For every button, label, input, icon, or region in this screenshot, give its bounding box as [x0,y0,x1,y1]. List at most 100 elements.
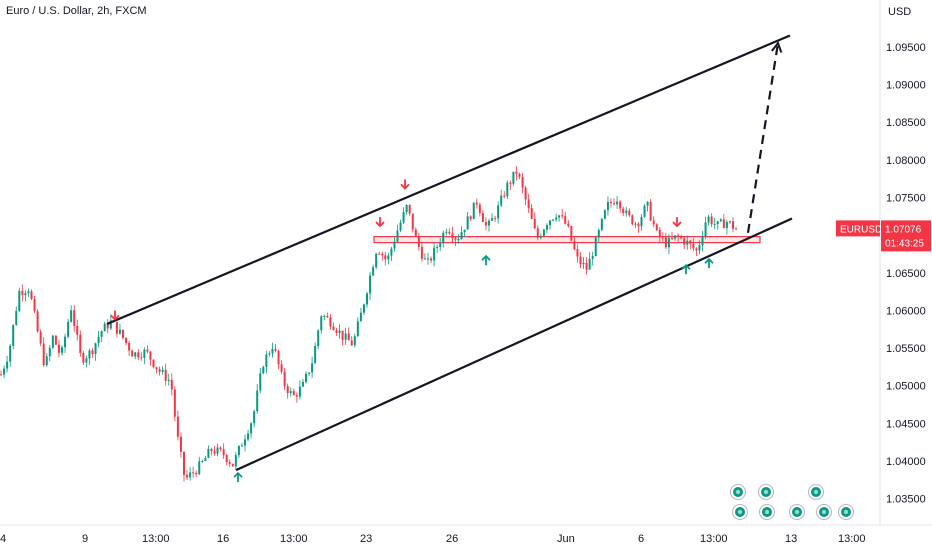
candle [15,306,18,326]
candle [39,329,42,346]
candle [497,201,500,224]
event-flag-icon[interactable] [789,504,805,520]
down-arrow-icon [400,179,410,190]
candle [619,200,622,213]
candle [448,228,451,236]
candle [469,215,472,222]
candle [732,217,734,233]
price-axis[interactable]: USD 1.09500 1.09000 1.08500 1.08000 1.07500 1.… [886,6,926,506]
candle [234,452,237,471]
time-axis[interactable]: 4 9 13:00 16 13:00 23 26 Jun 6 13:00 13 13:00 [0,533,866,545]
x-tick-label: 9 [82,533,88,545]
candle [530,203,533,220]
event-flag-icon[interactable] [838,504,854,520]
upper-channel-line[interactable] [106,34,791,325]
candle [183,451,185,482]
candle [552,219,555,222]
candle [82,350,85,366]
candle [384,251,387,266]
candle [576,244,579,263]
candle [478,202,481,217]
candle [48,345,51,362]
candle [42,337,45,367]
candle [0,370,2,376]
candle [311,356,314,379]
candle [674,235,677,241]
candle [9,343,12,367]
candle [286,383,289,399]
candle [280,360,283,375]
candle [326,312,329,318]
event-flag-icon[interactable] [730,484,746,500]
lower-channel-line[interactable] [235,217,793,472]
candle [728,220,731,225]
down-arrow-icon [375,217,385,228]
y-tick-label: 1.08000 [886,155,926,167]
candle [704,216,707,240]
y-tick-label: 1.05000 [886,381,926,393]
candle [140,352,143,361]
candle [628,208,631,218]
y-tick-label: 1.04500 [886,418,926,430]
candle [634,221,637,229]
event-flag-icon[interactable] [808,484,824,500]
candle [122,329,124,340]
event-flag-icon[interactable] [732,504,748,520]
candle [506,180,509,200]
candle [134,351,137,360]
candle [640,214,643,231]
candle [341,330,344,346]
candle [570,225,573,242]
candle [488,218,490,232]
candle [158,366,161,376]
candle [118,323,121,335]
candle [539,233,542,240]
projection-line[interactable] [746,42,780,234]
candle [399,219,402,233]
event-flag-icon[interactable] [759,504,775,520]
economic-events [730,484,854,520]
candle [94,342,97,361]
candle [561,208,564,219]
candle [21,284,24,302]
candle [689,239,692,250]
candle [518,172,521,180]
candle [247,429,250,442]
projection-arrowhead [771,41,783,53]
candle [408,204,411,217]
candle [564,211,567,225]
candle [131,349,134,357]
candle [722,213,725,229]
candle [3,365,6,378]
candle [85,355,88,368]
candle [439,237,442,251]
candle [427,253,429,265]
candle [353,333,356,348]
candle [491,213,494,221]
candle [189,467,192,481]
candle [103,321,106,332]
event-flag-icon[interactable] [758,484,774,500]
candle [472,202,475,220]
candle [698,240,701,255]
candle [521,173,524,194]
candle [417,232,420,251]
candle [216,443,219,457]
candle [655,223,658,232]
candle [231,463,234,467]
candle [305,371,307,384]
candle [308,372,311,377]
candle [146,345,149,354]
candle [597,228,600,243]
candle [347,327,350,341]
candle [161,366,164,375]
event-flag-icon[interactable] [816,504,832,520]
candle [204,455,207,462]
candle [393,237,396,252]
candle [616,195,619,209]
candle [463,229,466,238]
candle [350,336,353,346]
x-tick-label: 13:00 [280,533,308,545]
candle [164,363,167,386]
